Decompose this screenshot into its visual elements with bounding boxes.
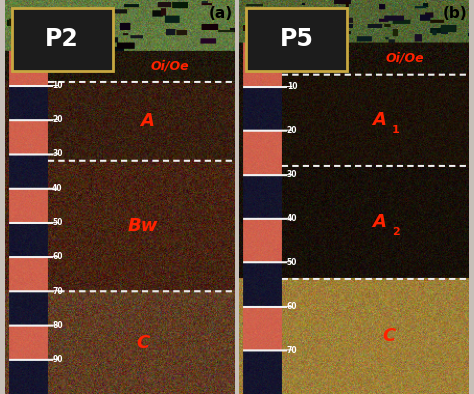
Text: (a): (a) [209, 6, 233, 21]
Text: 10: 10 [52, 81, 63, 89]
Text: 30: 30 [52, 149, 63, 158]
Text: 20: 20 [52, 115, 63, 124]
Text: A: A [140, 112, 154, 130]
Text: 90: 90 [52, 355, 63, 364]
Text: A: A [373, 111, 386, 129]
Text: 40: 40 [287, 214, 297, 223]
Text: 1: 1 [392, 125, 400, 135]
Text: (b): (b) [443, 6, 468, 21]
Text: A: A [373, 213, 386, 231]
Text: 2: 2 [392, 227, 400, 237]
Text: Bw: Bw [128, 217, 158, 235]
Text: C: C [136, 333, 149, 351]
Text: 70: 70 [52, 286, 63, 296]
Text: Oi/Oe: Oi/Oe [385, 52, 424, 65]
Text: P2: P2 [46, 28, 79, 51]
Text: 50: 50 [287, 258, 297, 267]
Text: 40: 40 [52, 184, 63, 193]
Text: 60: 60 [52, 252, 63, 261]
Text: C: C [382, 327, 395, 345]
Text: Oi/Oe: Oi/Oe [151, 60, 190, 73]
Text: 10: 10 [287, 82, 297, 91]
Text: P5: P5 [280, 28, 314, 51]
Text: 70: 70 [287, 346, 298, 355]
Text: 30: 30 [287, 170, 297, 179]
FancyBboxPatch shape [246, 8, 347, 71]
Text: 50: 50 [52, 218, 63, 227]
FancyBboxPatch shape [12, 8, 113, 71]
Text: 20: 20 [287, 126, 297, 135]
Text: 60: 60 [287, 302, 297, 310]
Text: 80: 80 [52, 321, 63, 330]
